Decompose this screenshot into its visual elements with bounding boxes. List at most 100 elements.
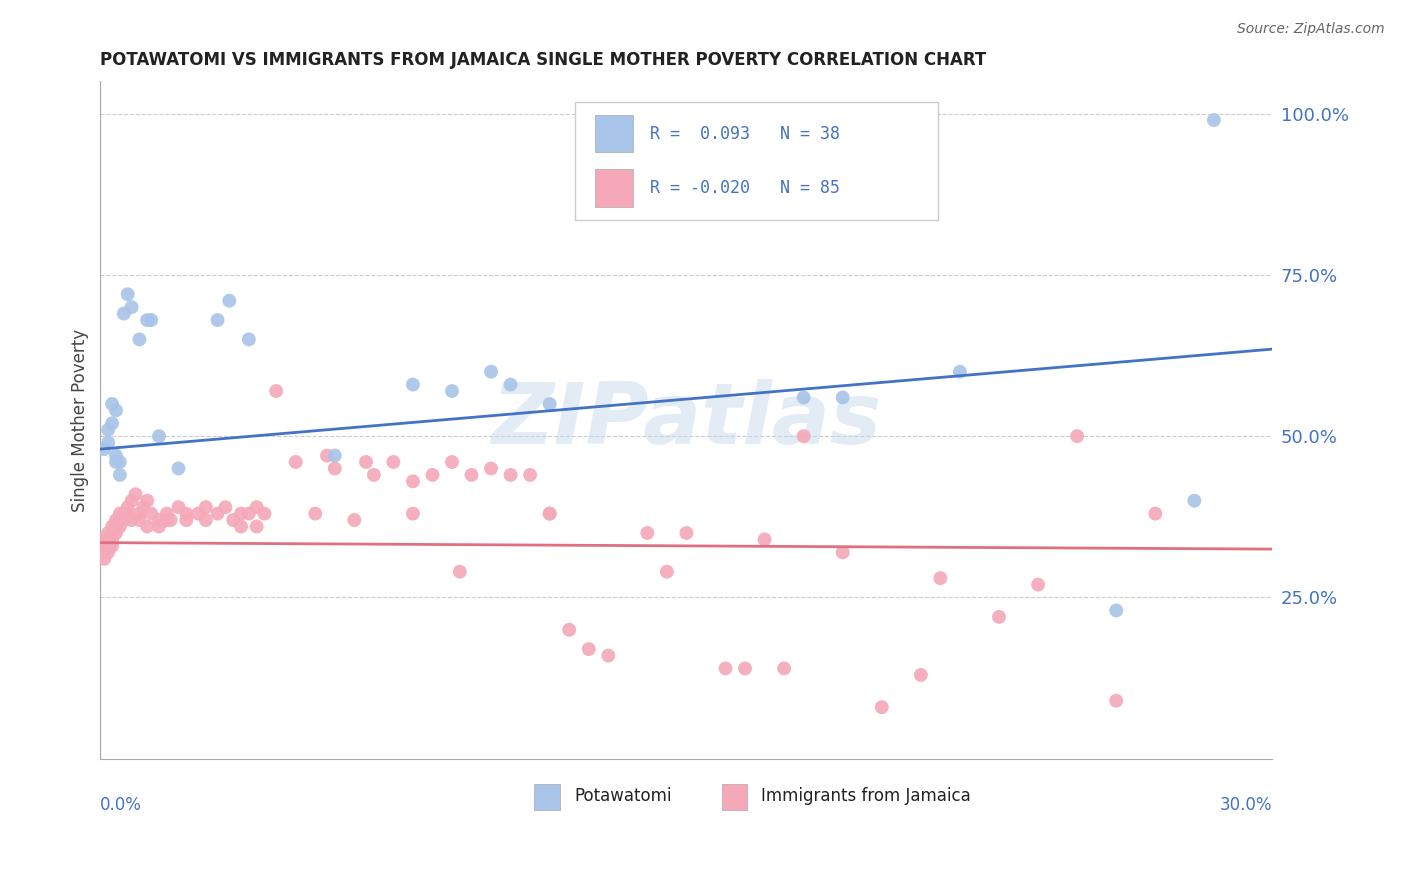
Point: [93, 551, 115, 566]
Point: [104, 449, 127, 463]
Point: [117, 287, 139, 301]
Point: [167, 461, 190, 475]
Text: R = -0.020   N = 85: R = -0.020 N = 85: [650, 179, 839, 197]
Point: [156, 507, 179, 521]
Point: [101, 417, 124, 431]
Point: [121, 300, 143, 314]
Point: [1105, 603, 1128, 617]
Point: [238, 507, 260, 521]
Point: [479, 461, 502, 475]
Point: [108, 467, 131, 482]
Point: [949, 365, 972, 379]
Point: [108, 455, 131, 469]
Point: [1105, 694, 1128, 708]
Point: [104, 526, 127, 541]
Point: [207, 507, 229, 521]
Point: [598, 113, 620, 128]
Point: [136, 313, 159, 327]
Point: [117, 507, 139, 521]
Point: [284, 455, 307, 469]
Point: [734, 661, 756, 675]
Point: [793, 391, 815, 405]
Point: [101, 526, 124, 541]
Point: [101, 397, 124, 411]
Point: [194, 500, 217, 515]
Point: [538, 507, 561, 521]
Point: [714, 661, 737, 675]
Point: [128, 507, 150, 521]
FancyBboxPatch shape: [575, 102, 938, 220]
Point: [121, 493, 143, 508]
Text: R =  0.093   N = 38: R = 0.093 N = 38: [650, 125, 839, 143]
Point: [773, 661, 796, 675]
Point: [402, 475, 425, 489]
Text: Potawatomi: Potawatomi: [574, 787, 672, 805]
Point: [108, 513, 131, 527]
Point: [176, 507, 198, 521]
Point: [97, 435, 120, 450]
Point: [578, 642, 600, 657]
Point: [246, 500, 269, 515]
Point: [1202, 113, 1225, 128]
Point: [636, 526, 658, 541]
Point: [218, 293, 240, 308]
Point: [194, 513, 217, 527]
Point: [1066, 429, 1088, 443]
Point: [929, 571, 952, 585]
Point: [598, 648, 620, 663]
Point: [93, 545, 115, 559]
Point: [655, 565, 678, 579]
Point: [117, 500, 139, 515]
Point: [156, 513, 179, 527]
Point: [910, 668, 932, 682]
Point: [101, 519, 124, 533]
Point: [538, 397, 561, 411]
Point: [139, 507, 162, 521]
Point: [104, 513, 127, 527]
Point: [97, 539, 120, 553]
Point: [363, 467, 385, 482]
Point: [1026, 577, 1049, 591]
Point: [316, 449, 339, 463]
Point: [101, 539, 124, 553]
Point: [167, 500, 190, 515]
Point: [499, 377, 522, 392]
Point: [354, 455, 377, 469]
Point: [108, 507, 131, 521]
Point: [229, 519, 252, 533]
Point: [97, 423, 120, 437]
FancyBboxPatch shape: [595, 115, 633, 153]
Point: [159, 513, 181, 527]
Point: [449, 565, 471, 579]
Text: Source: ZipAtlas.com: Source: ZipAtlas.com: [1237, 22, 1385, 37]
FancyBboxPatch shape: [721, 784, 748, 810]
Point: [793, 429, 815, 443]
Point: [104, 519, 127, 533]
Point: [479, 365, 502, 379]
Point: [538, 507, 561, 521]
Point: [136, 519, 159, 533]
Point: [214, 500, 236, 515]
Point: [382, 455, 405, 469]
Point: [499, 467, 522, 482]
Point: [655, 113, 678, 128]
Point: [343, 513, 366, 527]
Text: 30.0%: 30.0%: [1220, 796, 1272, 814]
Point: [870, 700, 893, 714]
Point: [97, 526, 120, 541]
Point: [675, 526, 697, 541]
Point: [1144, 507, 1167, 521]
Point: [104, 455, 127, 469]
Point: [112, 513, 135, 527]
Point: [675, 113, 697, 128]
Point: [323, 461, 346, 475]
Point: [323, 449, 346, 463]
Point: [1182, 493, 1205, 508]
Point: [402, 507, 425, 521]
Point: [460, 467, 482, 482]
Point: [831, 545, 853, 559]
Point: [101, 533, 124, 547]
Text: 0.0%: 0.0%: [100, 796, 142, 814]
Point: [558, 623, 581, 637]
Point: [617, 113, 640, 128]
